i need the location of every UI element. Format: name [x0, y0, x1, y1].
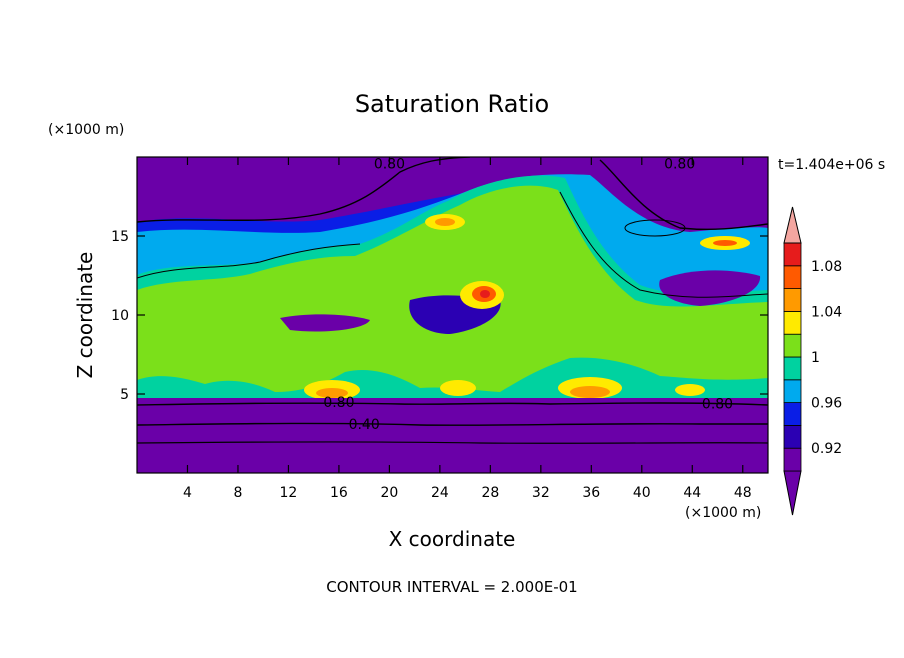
warm-spot-25: [440, 380, 476, 396]
colorbar: 0.92 0.96 1 1.04 1.08: [783, 206, 842, 516]
x-tick-label: 36: [582, 485, 600, 501]
contour-080-lower: [137, 402, 768, 406]
x-tick-label: 28: [481, 485, 499, 501]
colorbar-segment: [783, 402, 802, 426]
colorbar-segment: [783, 356, 802, 381]
warm-spot-42: [675, 384, 705, 396]
colorbar-segment: [783, 447, 802, 472]
colorbar-extend-high: [783, 206, 802, 244]
colorbar-tick-label: 0.92: [811, 441, 842, 457]
y-tick-label: 5: [120, 387, 129, 403]
colorbar-segment: [783, 379, 802, 403]
contour-label: 0.40: [349, 417, 380, 433]
contour-interval-footer: CONTOUR INTERVAL = 2.000E-01: [326, 578, 577, 596]
colorbar-segment: [783, 424, 802, 449]
colorbar-segment: [783, 333, 802, 358]
contour-label: 0.80: [702, 396, 733, 412]
chart-title: Saturation Ratio: [355, 90, 549, 118]
y-tick-label: 15: [111, 229, 129, 245]
plot-area: [137, 157, 768, 473]
colorbar-tick-label: 1.08: [811, 259, 842, 275]
colorbar-tick-label: 0.96: [811, 396, 842, 412]
y-tick-label: 10: [111, 308, 129, 324]
contour-label: 0.80: [323, 395, 354, 411]
moist-region-green: [137, 185, 768, 392]
colorbar-segment: [783, 265, 802, 289]
colorbar-tick-label: 1: [811, 350, 820, 366]
warm-spot-35-core: [570, 386, 610, 398]
x-tick-label: 32: [532, 485, 550, 501]
contour-cloud-edge: [137, 191, 768, 298]
contour-080-upper: [137, 157, 768, 231]
colorbar-segment: [783, 288, 802, 312]
y-axis: 5 10 15: [111, 229, 768, 403]
contour-label: 0.80: [664, 156, 695, 172]
contour-040: [137, 422, 768, 426]
x-axis: 4 8 12 16 20 24 28 32 36 40 44 48: [183, 157, 752, 501]
time-label: t=1.404e+06 s: [778, 157, 885, 173]
warm-spot-top-core: [435, 218, 455, 226]
x-tick-label: 12: [280, 485, 298, 501]
colorbar-segment: [783, 242, 802, 267]
warm-spot-44-core: [713, 240, 737, 246]
y-axis-label: Z coordinate: [73, 252, 97, 379]
colorbar-extend-low: [783, 470, 802, 516]
contour-labels: 0.80 0.800.80 0.800.40: [323, 156, 733, 433]
colorbar-segment: [783, 310, 802, 335]
x-unit-label: (×1000 m): [685, 505, 761, 521]
x-tick-label: 8: [233, 485, 242, 501]
warm-spot-16-core: [316, 388, 348, 398]
contour-closed-top: [624, 219, 686, 237]
x-tick-label: 20: [380, 485, 398, 501]
colorbar-tick-label: 1.04: [811, 304, 842, 320]
x-tick-label: 16: [330, 485, 348, 501]
dry-pocket-3: [280, 314, 370, 332]
x-tick-label: 44: [683, 485, 701, 501]
contour-low: [137, 441, 768, 444]
x-axis-label: X coordinate: [389, 527, 516, 551]
x-tick-label: 24: [431, 485, 449, 501]
x-tick-label: 48: [734, 485, 752, 501]
x-tick-label: 4: [183, 485, 192, 501]
y-unit-label: (×1000 m): [48, 122, 124, 138]
x-tick-label: 40: [633, 485, 651, 501]
dry-lower-layer: [137, 398, 768, 473]
supersat-peak: [480, 290, 490, 298]
